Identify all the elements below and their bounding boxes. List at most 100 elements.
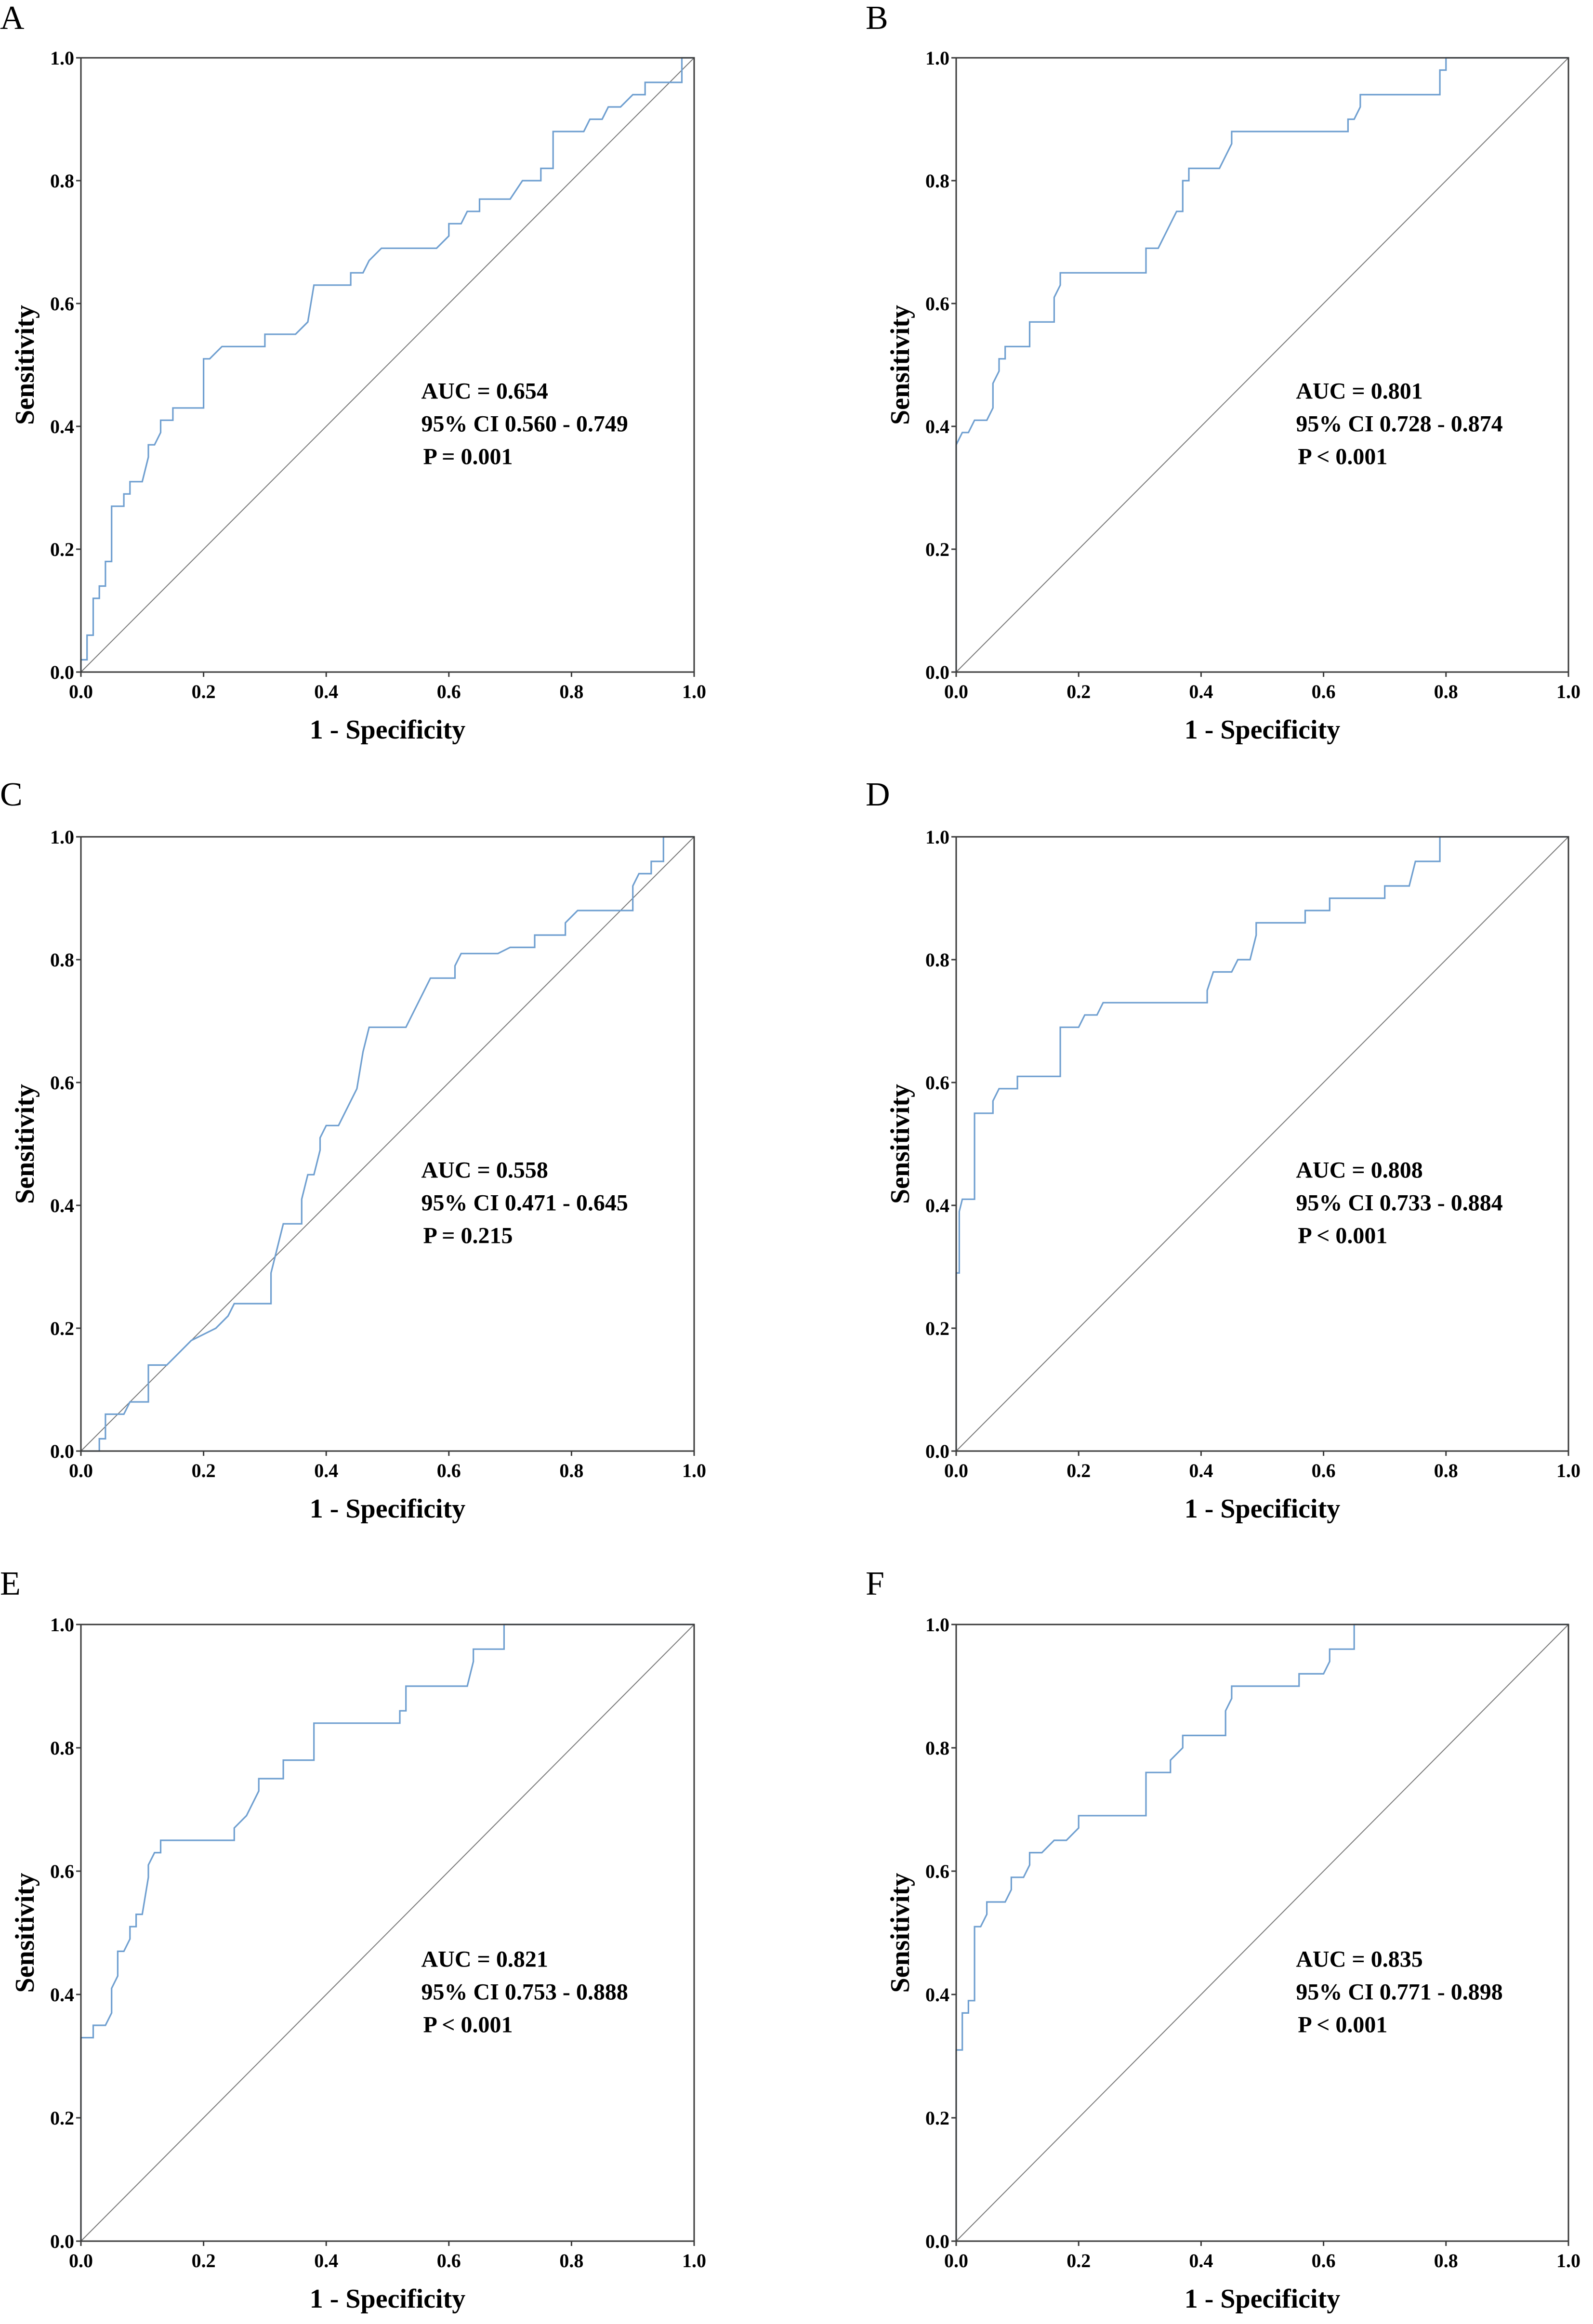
- panel-d-ytick-label: 0.8: [925, 949, 949, 971]
- panel-c-ytick-label: 0.6: [50, 1072, 74, 1094]
- panel-f: F 0.0 0.2 0.4 0.6 0.8 1.0 0.0 0.2 0.4 0.6 0.8 1.0 1 -…: [866, 1565, 1580, 2314]
- panel-e-plot-frame: [80, 1624, 695, 2242]
- panel-c-plot-frame: [80, 836, 695, 1452]
- panel-a-xtick-label: 1.0: [682, 681, 706, 702]
- panel-f-roc-curve: [955, 1624, 1568, 2241]
- panel-a-annotation-auc: AUC = 0.654: [421, 379, 548, 404]
- panel-e-xtick-label: 0.2: [192, 2250, 216, 2271]
- panel-d-xtick-label: 0.8: [1434, 1460, 1458, 1481]
- panel-c-annotation-p: P = 0.215: [423, 1223, 513, 1249]
- panel-c-letter: C: [0, 776, 23, 813]
- panel-c-xtick-label: 0.6: [437, 1460, 461, 1481]
- panel-a-xtick-label: 0.8: [559, 681, 583, 702]
- panel-d-annotation-p: P < 0.001: [1298, 1223, 1387, 1249]
- panel-e: E 0.0 0.2 0.4 0.6 0.8 1.0 0.0 0.2 0.4 0.6 0.8 1.0 1 -…: [0, 1565, 706, 2314]
- panel-c-ytick-label: 0.8: [50, 949, 74, 971]
- panel-a-xtick-label: 0.6: [437, 681, 461, 702]
- panel-a-ytick-label: 0.0: [50, 661, 74, 683]
- panel-d-plot-frame: [955, 836, 1569, 1452]
- panel-a-ytick-label: 1.0: [50, 47, 74, 69]
- panel-f-ytick-label: 0.2: [925, 2107, 949, 2129]
- panel-d-ytick-label: 0.4: [925, 1195, 949, 1216]
- panel-e-roc-curve: [80, 1624, 694, 2241]
- panel-f-ytick-label: 1.0: [925, 1614, 949, 1636]
- panel-d-annotation-ci: 95% CI 0.733 - 0.884: [1296, 1190, 1502, 1216]
- panel-c-xtick-label: 0.2: [192, 1460, 216, 1481]
- panel-b-annotation-auc: AUC = 0.801: [1296, 379, 1422, 404]
- panel-c-y-axis-label: Sensitivity: [10, 1084, 40, 1204]
- panel-e-xtick-label: 1.0: [682, 2250, 706, 2271]
- panel-a-roc-curve: [80, 57, 694, 672]
- panel-b-ytick-label: 0.4: [925, 416, 949, 437]
- panel-e-ytick-label: 0.0: [50, 2231, 74, 2252]
- panel-b-roc-curve: [955, 57, 1568, 672]
- panel-d-reference-diagonal: [956, 836, 1569, 1452]
- panel-f-ytick-label: 0.6: [925, 1861, 949, 1882]
- panel-f-xtick-label: 0.6: [1312, 2250, 1336, 2271]
- panel-b: B 0.0 0.2 0.4 0.6 0.8 1.0 0.0 0.2 0.4 0.6 0.8 1.0 1 -…: [866, 0, 1580, 745]
- panel-d-xtick-label: 0.2: [1066, 1460, 1091, 1481]
- panel-e-xtick-label: 0.4: [314, 2250, 338, 2271]
- panel-e-letter: E: [0, 1565, 21, 1602]
- panel-a-plot-frame: [80, 57, 695, 673]
- panel-c: C 0.0 0.2 0.4 0.6 0.8 1.0 0.0 0.2 0.4 0.6 0.8 1.0 1 -…: [0, 776, 706, 1524]
- panel-e-x-axis-label: 1 - Specificity: [310, 2284, 465, 2314]
- panel-a-y-axis-label: Sensitivity: [10, 305, 40, 425]
- panel-b-y-axis-label: Sensitivity: [885, 305, 915, 425]
- panel-f-xtick-label: 0.4: [1189, 2250, 1213, 2271]
- panel-b-ytick-label: 1.0: [925, 47, 949, 69]
- panel-f-xtick-label: 0.0: [944, 2250, 968, 2271]
- panel-c-ytick-label: 0.4: [50, 1195, 74, 1216]
- panel-e-ytick-label: 0.8: [50, 1737, 74, 1759]
- panel-e-xtick-label: 0.6: [437, 2250, 461, 2271]
- panel-c-xtick-label: 0.0: [69, 1460, 93, 1481]
- panel-c-annotation-ci: 95% CI 0.471 - 0.645: [421, 1190, 628, 1216]
- panel-e-annotation-auc: AUC = 0.821: [421, 1946, 548, 1972]
- panel-a-annotation-ci: 95% CI 0.560 - 0.749: [421, 411, 628, 437]
- panel-f-annotation-p: P < 0.001: [1298, 2012, 1387, 2037]
- panel-f-letter: F: [866, 1565, 884, 1602]
- panel-b-letter: B: [866, 0, 888, 37]
- panel-f-ytick-label: 0.4: [925, 1984, 949, 2006]
- panel-d-ytick-label: 0.0: [925, 1440, 949, 1462]
- panel-e-xtick-label: 0.0: [69, 2250, 93, 2271]
- panel-e-annotation-p: P < 0.001: [423, 2012, 513, 2037]
- panel-d-xtick-label: 0.4: [1189, 1460, 1213, 1481]
- panel-c-xtick-label: 0.4: [314, 1460, 338, 1481]
- panel-e-ytick-label: 0.4: [50, 1984, 74, 2006]
- panel-d-xtick-label: 0.0: [944, 1460, 968, 1481]
- panel-e-annotation-ci: 95% CI 0.753 - 0.888: [421, 1979, 628, 2005]
- panel-a-annotation-p: P = 0.001: [423, 444, 513, 470]
- panel-b-xtick-label: 0.4: [1189, 681, 1213, 702]
- panel-b-reference-diagonal: [956, 57, 1569, 673]
- panel-b-xtick-label: 1.0: [1556, 681, 1580, 702]
- panel-b-ytick-label: 0.0: [925, 661, 949, 683]
- panel-e-ytick-label: 0.6: [50, 1861, 74, 1882]
- panel-f-reference-diagonal: [956, 1624, 1569, 2242]
- panel-b-annotation-p: P < 0.001: [1298, 444, 1387, 470]
- panel-a-ytick-label: 0.8: [50, 170, 74, 192]
- panel-a-ytick-label: 0.6: [50, 293, 74, 315]
- panel-e-y-axis-label: Sensitivity: [10, 1873, 40, 1993]
- panel-b-plot-frame: [955, 57, 1569, 673]
- panel-c-x-axis-label: 1 - Specificity: [310, 1494, 465, 1524]
- panel-c-xtick-label: 0.8: [559, 1460, 583, 1481]
- panel-d-ytick-label: 0.2: [925, 1318, 949, 1339]
- panel-f-y-axis-label: Sensitivity: [885, 1873, 915, 1993]
- panel-c-annotation-auc: AUC = 0.558: [421, 1158, 548, 1183]
- panel-f-xtick-label: 1.0: [1556, 2250, 1580, 2271]
- panel-d-letter: D: [866, 776, 890, 813]
- panel-e-ytick-label: 0.2: [50, 2107, 74, 2129]
- panel-d-ytick-label: 1.0: [925, 826, 949, 848]
- panel-f-xtick-label: 0.8: [1434, 2250, 1458, 2271]
- panel-f-ytick-label: 0.8: [925, 1737, 949, 1759]
- panel-f-plot-frame: [955, 1624, 1569, 2242]
- panel-a-xtick-label: 0.4: [314, 681, 338, 702]
- panel-d-xtick-label: 0.6: [1312, 1460, 1336, 1481]
- panel-f-ytick-label: 0.0: [925, 2231, 949, 2252]
- panel-d-annotation-auc: AUC = 0.808: [1296, 1158, 1422, 1183]
- panel-b-ytick-label: 0.6: [925, 293, 949, 315]
- panel-a-ytick-label: 0.2: [50, 539, 74, 560]
- panel-f-annotation-auc: AUC = 0.835: [1296, 1946, 1422, 1972]
